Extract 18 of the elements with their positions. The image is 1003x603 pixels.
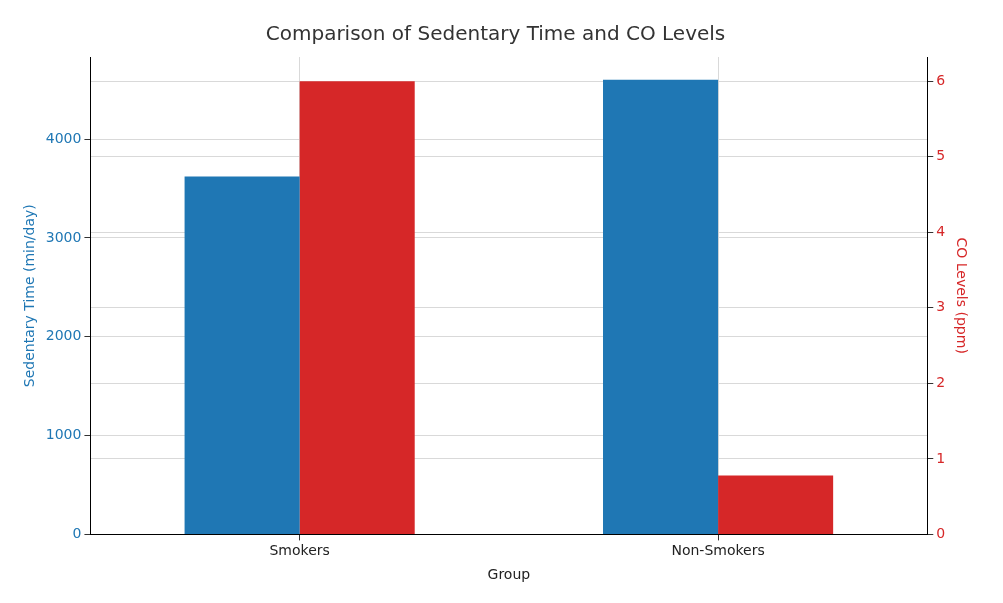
y2-tick-label: 2 <box>936 373 946 390</box>
y2-tick-label: 5 <box>936 147 946 164</box>
y2-tick-label: 6 <box>936 71 946 88</box>
x-axis-title: Group <box>487 566 531 583</box>
y2-tick-label: 1 <box>936 449 946 466</box>
x-tick-label: Smokers <box>269 542 330 559</box>
y-tick-label: 3000 <box>45 228 82 245</box>
y2-tick-label: 0 <box>936 525 946 542</box>
y-tick-label: 0 <box>72 525 82 542</box>
y-tick-label: 1000 <box>45 426 82 443</box>
chart-title: Comparison of Sedentary Time and CO Levels <box>265 21 726 46</box>
x-tick-label: Non-Smokers <box>671 542 765 559</box>
y2-axis-title: CO Levels (ppm) <box>953 237 970 354</box>
y-axis-title: Sedentary Time (min/day) <box>21 204 38 388</box>
y-tick-label: 2000 <box>45 327 82 344</box>
y2-tick-label: 3 <box>936 298 946 315</box>
y-tick-label: 4000 <box>45 129 82 146</box>
y2-tick-label: 4 <box>936 222 946 239</box>
